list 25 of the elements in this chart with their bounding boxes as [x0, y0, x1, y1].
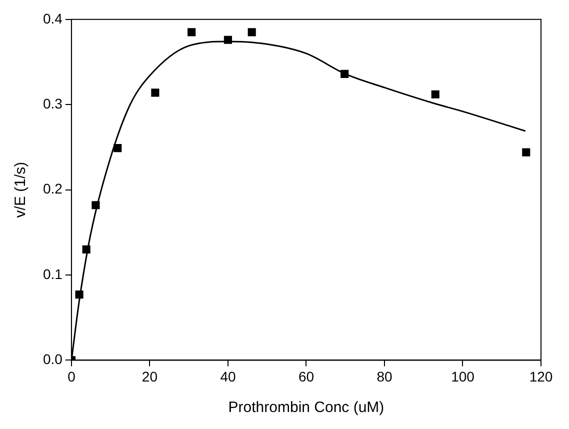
point	[151, 88, 160, 97]
x-tick-label: 100	[451, 368, 475, 384]
x-tick-label: 20	[142, 368, 158, 384]
y-tick-label: 0.0	[42, 351, 63, 368]
point	[340, 70, 349, 78]
point	[224, 36, 232, 44]
x-tick-label: 60	[298, 368, 314, 384]
x-tick-label: 40	[220, 368, 236, 384]
point	[248, 28, 256, 36]
point	[431, 90, 440, 98]
y-axis-title: v/E (1/s)	[12, 162, 30, 218]
x-tick-label: 80	[376, 368, 392, 384]
point	[522, 148, 530, 156]
point	[114, 144, 122, 152]
point	[75, 290, 84, 299]
x-tick-label: 0	[68, 368, 76, 384]
x-tick-label: 120	[529, 368, 553, 384]
y-tick-label: 0.4	[42, 10, 63, 26]
x-axis-title: Prothrombin Conc (uM)	[228, 399, 384, 416]
point	[82, 245, 90, 254]
point	[92, 201, 100, 210]
y-tick-label: 0.1	[42, 266, 63, 282]
y-tick-label: 0.2	[42, 180, 63, 197]
point	[188, 28, 196, 36]
y-tick-label: 0.3	[42, 95, 63, 112]
